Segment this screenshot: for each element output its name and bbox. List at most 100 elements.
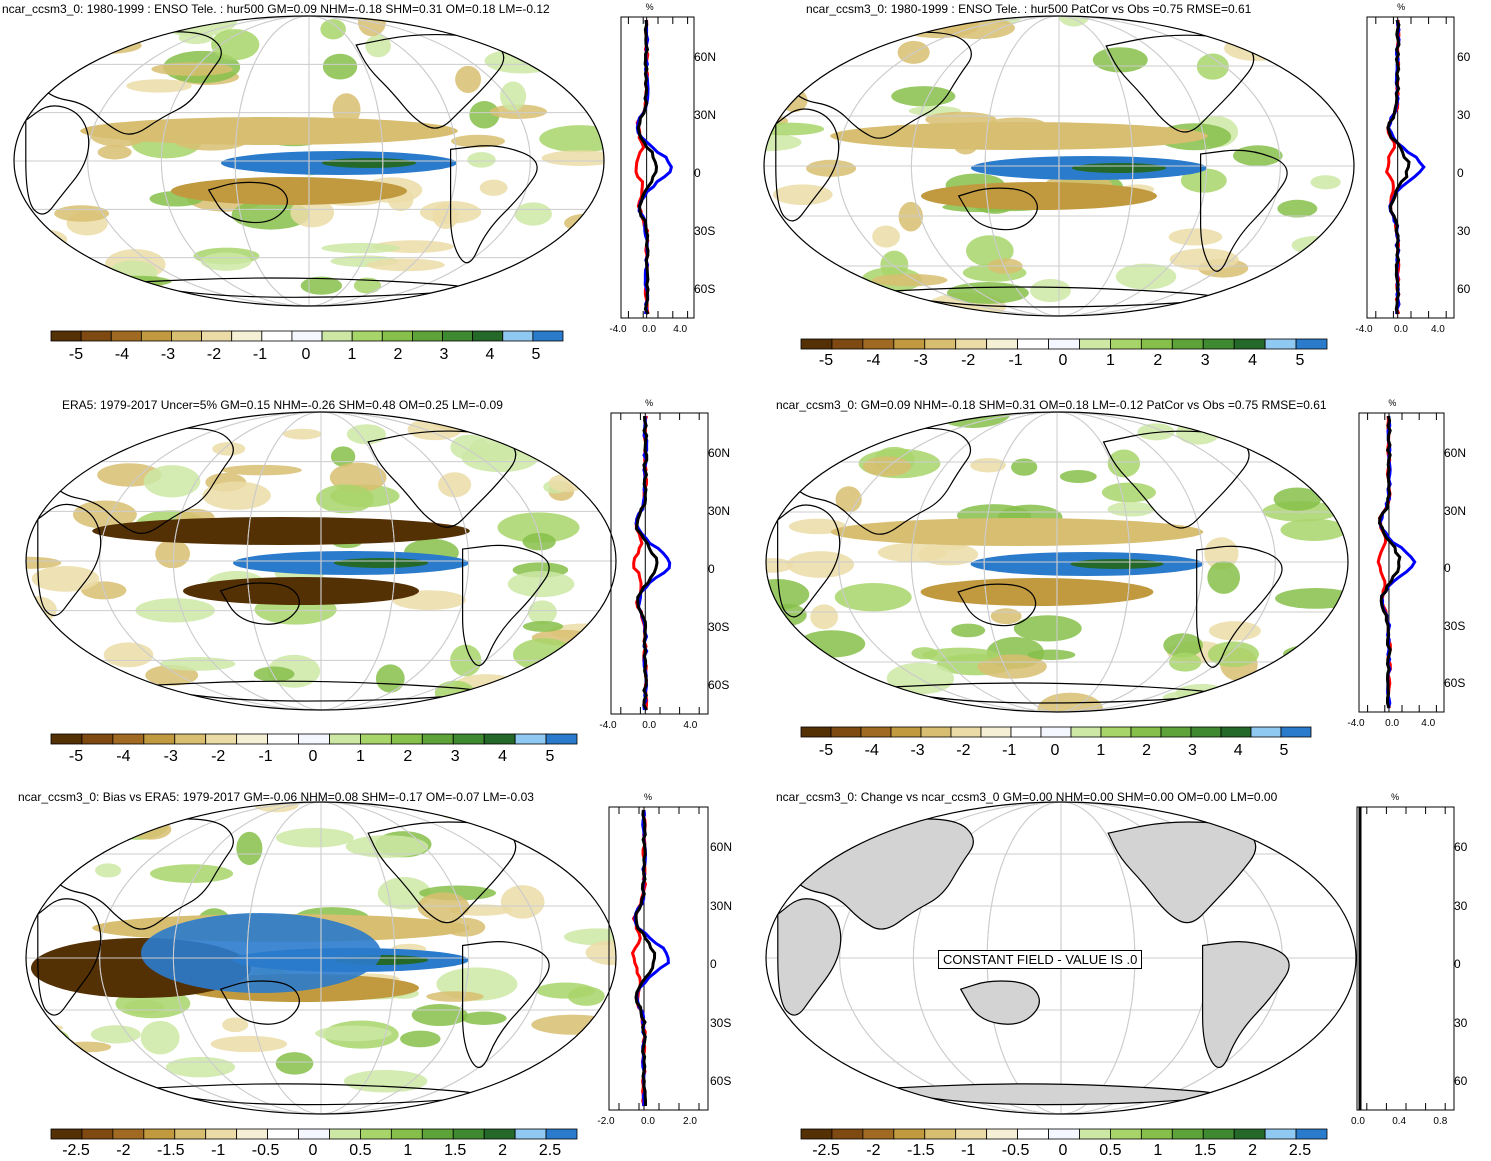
latitude-label: 30 [1457, 224, 1471, 238]
field-band-north [92, 517, 470, 545]
field-blob [21, 281, 71, 297]
zonal-series-black [634, 809, 657, 1106]
field-blob [764, 48, 816, 78]
zonal-series-blue [635, 19, 674, 315]
field-blob [290, 198, 335, 228]
color-bar-swatch [893, 338, 926, 350]
land-antarctica [132, 680, 480, 702]
color-bar-swatch [1079, 338, 1111, 350]
field-blob [62, 1041, 112, 1053]
zonal-x-tick-label: 0.0 [642, 324, 657, 335]
panel-title: ncar_ccsm3_0: Change vs ncar_ccsm3_0 GM=… [776, 790, 1278, 804]
zonal-x-tick-label: 0.0 [1385, 718, 1400, 729]
field-equatorial-core [1070, 559, 1164, 569]
field-blob [1297, 653, 1348, 678]
field-blob [151, 62, 233, 76]
field-blob [300, 276, 343, 295]
latitude-label: 30 [1454, 898, 1468, 913]
zonal-x-tick-label: 0.0 [642, 720, 657, 731]
field-blob [946, 282, 1029, 304]
field-band-south [921, 182, 1157, 210]
color-bar-label: 4 [498, 748, 508, 765]
field-blob [1092, 47, 1148, 73]
color-bar-swatch [205, 733, 238, 745]
latitude-label: 30N [694, 108, 717, 122]
field-blob [1163, 633, 1203, 658]
field-blob [951, 623, 986, 638]
land-africa [37, 503, 102, 617]
latitude-label: 60S [1444, 676, 1466, 690]
field-band-north [830, 122, 1208, 150]
field-blob [1273, 487, 1321, 511]
color-bar-label: 3 [439, 346, 449, 363]
field-blob [541, 150, 604, 166]
color-bar-label: 0 [1058, 352, 1068, 369]
color-bar-swatch [1202, 1128, 1235, 1140]
color-bar-swatch [830, 726, 862, 738]
zonal-x-tick-label: 0.4 [1392, 1116, 1407, 1127]
color-bar-swatch [831, 338, 864, 350]
field-blob [810, 604, 839, 630]
color-bar-swatch [1130, 726, 1162, 738]
field-blob [788, 518, 847, 535]
color-bar-swatch [1160, 726, 1192, 738]
field-blob [970, 457, 1006, 473]
color-bar-label: 2 [1142, 742, 1152, 759]
color-bar-swatch [955, 338, 988, 350]
color-bar-swatch [1070, 726, 1102, 738]
field-blob [1264, 416, 1317, 439]
color-bar [50, 330, 564, 342]
color-bar-label: -1 [258, 748, 273, 765]
field-blob [26, 850, 47, 880]
field-blob [1224, 35, 1289, 61]
field-blob [434, 680, 476, 706]
field-blob [211, 29, 260, 61]
color-bar-label: -5 [818, 742, 834, 759]
color-bar-swatch [1140, 338, 1173, 350]
color-bar-swatch [1079, 1128, 1111, 1140]
color-bar-label: 1 [1105, 352, 1115, 369]
color-bar-swatch [360, 1128, 392, 1140]
field-blob [407, 418, 463, 441]
field-blob [253, 666, 295, 682]
field-blob [522, 620, 564, 632]
latitude-label: 60 [1457, 282, 1471, 296]
field-blob [451, 134, 505, 148]
color-bar-swatch [201, 330, 233, 342]
zonal-x-tick-label: 4.0 [1421, 718, 1436, 729]
color-bar-swatch [860, 726, 892, 738]
longitude-gridline [910, 16, 1208, 316]
color-bar-label: -5 [818, 352, 834, 369]
field-blob [1316, 301, 1348, 316]
global-map [765, 801, 1357, 1115]
color-bar-swatch [390, 733, 423, 745]
color-bar-swatch [986, 1128, 1018, 1140]
land-africa [777, 504, 841, 618]
constant-field-label: CONSTANT FIELD - VALUE IS .0 [938, 950, 1143, 969]
color-bar-swatch [81, 1128, 114, 1140]
field-blob [1115, 263, 1177, 290]
color-bar-swatch [81, 733, 114, 745]
longitude-gridline [87, 16, 531, 306]
color-bar-swatch [800, 1128, 833, 1140]
field-blob [1057, 16, 1091, 27]
zonal-x-tick-label: 0.8 [1433, 1116, 1448, 1127]
color-bar-label: -5 [68, 346, 84, 363]
field-blob [1059, 470, 1097, 484]
latitude-label: 30S [694, 224, 716, 238]
latitude-label: 60S [710, 1074, 732, 1088]
color-bar-swatch [502, 330, 534, 342]
zonal-series-black [636, 19, 659, 315]
field-blob [461, 1011, 507, 1025]
field-blob [210, 1035, 288, 1053]
field-blob [31, 565, 100, 592]
field-blob [438, 472, 472, 498]
color-bar-label: -4 [116, 748, 131, 765]
field-blob [1176, 420, 1221, 445]
color-bar-swatch [1017, 338, 1049, 350]
color-bar-swatch [412, 330, 443, 342]
field-blob [863, 456, 912, 477]
longitude-gridline [160, 16, 458, 306]
field-blob [140, 1020, 180, 1055]
field-blob [455, 65, 482, 93]
